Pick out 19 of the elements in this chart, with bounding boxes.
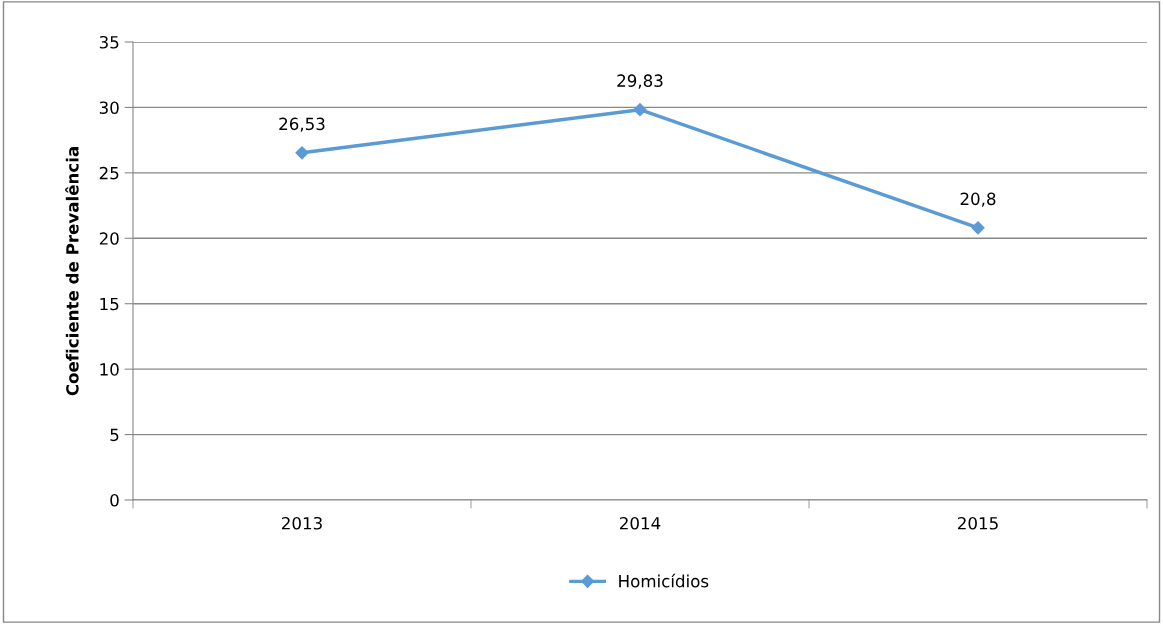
point bbox=[295, 146, 309, 160]
point bbox=[971, 221, 985, 235]
y-axis-title: Coeficiente de Prevalência bbox=[65, 147, 79, 396]
y-tick-label: 10 bbox=[100, 363, 119, 376]
data-label: 29,83 bbox=[617, 74, 663, 89]
y-tick-label: 15 bbox=[100, 297, 119, 311]
y-tick-label: 30 bbox=[99, 101, 119, 114]
point bbox=[633, 103, 647, 117]
data-label: 26,53 bbox=[279, 117, 325, 132]
y-tick-label: 20 bbox=[99, 232, 119, 245]
x-tick-label: 2014 bbox=[620, 516, 661, 530]
x-tick-label: 2015 bbox=[958, 516, 998, 530]
y-tick-label: 0 bbox=[110, 493, 119, 507]
legend-label: Homicídios bbox=[619, 573, 709, 588]
y-tick-label: 35 bbox=[99, 35, 119, 49]
y-tick-label: 25 bbox=[99, 166, 119, 180]
x-tick-label: 2013 bbox=[282, 516, 322, 530]
y-tick-label: 5 bbox=[110, 428, 119, 442]
data-label: 20,8 bbox=[960, 192, 996, 207]
